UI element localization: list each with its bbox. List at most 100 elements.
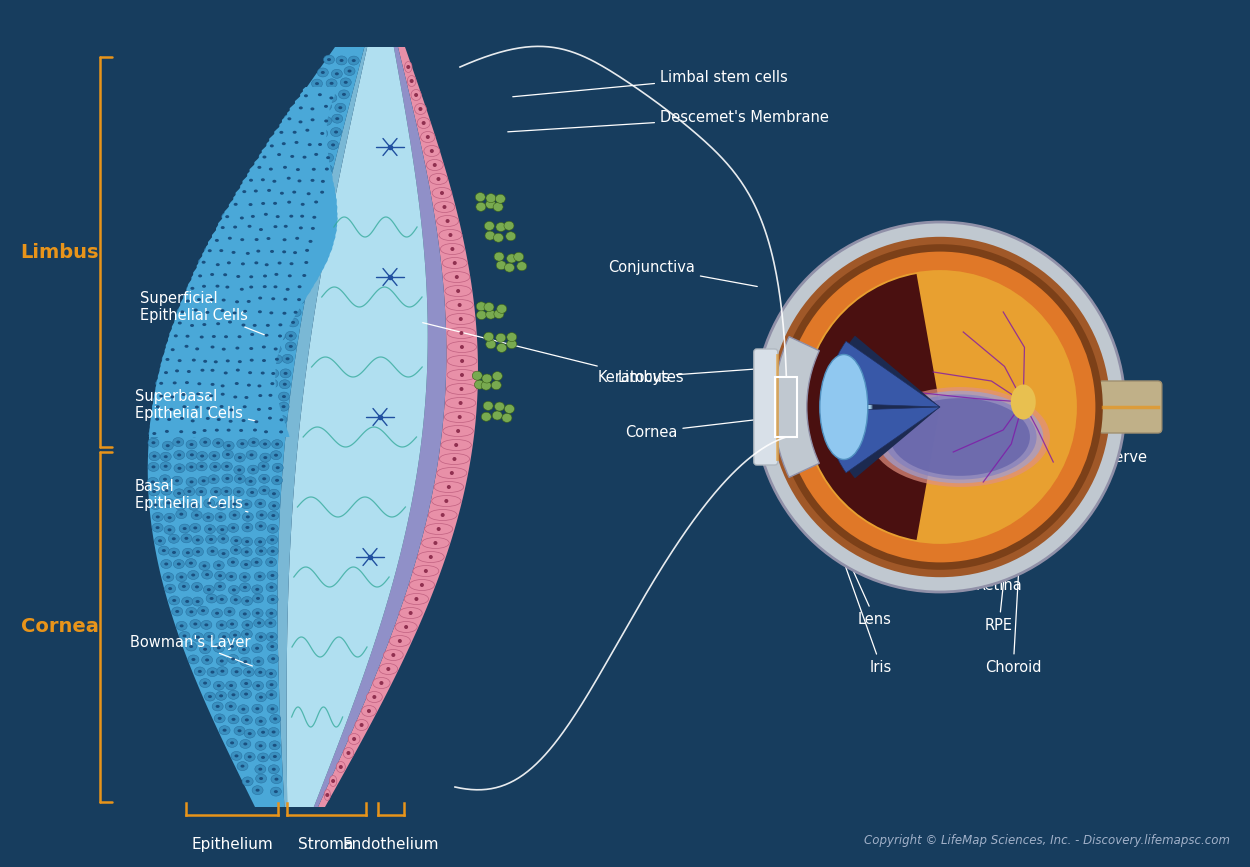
Ellipse shape — [262, 477, 266, 480]
Ellipse shape — [404, 594, 429, 604]
Ellipse shape — [244, 563, 248, 566]
Ellipse shape — [151, 441, 155, 444]
Ellipse shape — [240, 442, 244, 446]
Ellipse shape — [269, 765, 279, 773]
Ellipse shape — [217, 534, 229, 544]
Ellipse shape — [269, 501, 280, 511]
Ellipse shape — [241, 547, 252, 557]
Ellipse shape — [201, 261, 206, 264]
Ellipse shape — [415, 103, 426, 114]
Ellipse shape — [299, 271, 310, 280]
Ellipse shape — [194, 309, 198, 311]
Ellipse shape — [179, 430, 184, 434]
Ellipse shape — [296, 212, 308, 221]
Ellipse shape — [268, 379, 278, 388]
Ellipse shape — [215, 239, 219, 242]
Ellipse shape — [240, 217, 244, 219]
Ellipse shape — [295, 103, 306, 113]
Ellipse shape — [216, 646, 221, 649]
Ellipse shape — [255, 774, 266, 783]
Ellipse shape — [210, 298, 214, 301]
Ellipse shape — [321, 71, 325, 74]
Ellipse shape — [450, 471, 454, 475]
Ellipse shape — [149, 429, 160, 438]
Ellipse shape — [288, 200, 291, 204]
Ellipse shape — [421, 121, 426, 125]
Ellipse shape — [236, 284, 248, 294]
Ellipse shape — [270, 538, 274, 541]
Ellipse shape — [290, 308, 301, 316]
Ellipse shape — [306, 192, 311, 195]
Ellipse shape — [188, 570, 199, 579]
Ellipse shape — [175, 369, 179, 372]
Ellipse shape — [459, 317, 462, 321]
Ellipse shape — [253, 594, 264, 603]
Ellipse shape — [246, 252, 250, 255]
Ellipse shape — [372, 677, 390, 688]
Ellipse shape — [276, 127, 286, 137]
Ellipse shape — [298, 199, 309, 209]
Ellipse shape — [200, 336, 204, 338]
Ellipse shape — [351, 59, 356, 62]
Ellipse shape — [286, 177, 291, 179]
Ellipse shape — [225, 681, 236, 690]
Ellipse shape — [219, 726, 230, 734]
Ellipse shape — [162, 499, 174, 507]
Ellipse shape — [431, 496, 461, 506]
Ellipse shape — [270, 283, 281, 291]
Ellipse shape — [175, 610, 179, 613]
Ellipse shape — [205, 525, 215, 533]
Ellipse shape — [222, 426, 234, 434]
Ellipse shape — [185, 335, 190, 338]
Ellipse shape — [280, 192, 284, 195]
Ellipse shape — [295, 237, 299, 240]
Ellipse shape — [282, 238, 286, 241]
Ellipse shape — [209, 538, 212, 541]
Ellipse shape — [210, 273, 214, 276]
Ellipse shape — [192, 536, 204, 544]
Ellipse shape — [289, 215, 294, 218]
Wedge shape — [825, 342, 940, 407]
Ellipse shape — [405, 62, 412, 73]
Ellipse shape — [484, 401, 494, 410]
Ellipse shape — [261, 372, 265, 375]
Polygon shape — [148, 47, 365, 807]
Ellipse shape — [164, 371, 168, 374]
Ellipse shape — [448, 342, 476, 353]
Ellipse shape — [295, 117, 306, 127]
Ellipse shape — [216, 418, 221, 421]
Ellipse shape — [204, 632, 215, 642]
Ellipse shape — [184, 487, 195, 496]
Ellipse shape — [308, 176, 318, 185]
Ellipse shape — [258, 384, 261, 388]
Ellipse shape — [264, 212, 268, 216]
Ellipse shape — [251, 644, 262, 653]
Ellipse shape — [275, 427, 286, 436]
Ellipse shape — [239, 402, 250, 411]
Ellipse shape — [429, 510, 458, 520]
Ellipse shape — [259, 282, 270, 291]
Ellipse shape — [210, 670, 215, 674]
Ellipse shape — [177, 492, 181, 495]
Ellipse shape — [216, 246, 226, 255]
Ellipse shape — [305, 249, 309, 252]
Ellipse shape — [442, 205, 446, 209]
Ellipse shape — [291, 321, 295, 324]
Ellipse shape — [286, 288, 290, 290]
Ellipse shape — [230, 223, 241, 231]
Ellipse shape — [222, 450, 234, 459]
Ellipse shape — [246, 488, 258, 497]
Ellipse shape — [241, 538, 252, 546]
Ellipse shape — [255, 765, 266, 773]
Ellipse shape — [386, 667, 390, 671]
Ellipse shape — [225, 417, 236, 426]
Ellipse shape — [241, 263, 245, 265]
Ellipse shape — [444, 499, 449, 503]
Ellipse shape — [242, 586, 248, 589]
Ellipse shape — [242, 405, 246, 408]
Ellipse shape — [269, 622, 272, 624]
Ellipse shape — [870, 387, 1050, 487]
Ellipse shape — [482, 374, 492, 383]
Ellipse shape — [492, 372, 502, 381]
Ellipse shape — [208, 547, 217, 556]
